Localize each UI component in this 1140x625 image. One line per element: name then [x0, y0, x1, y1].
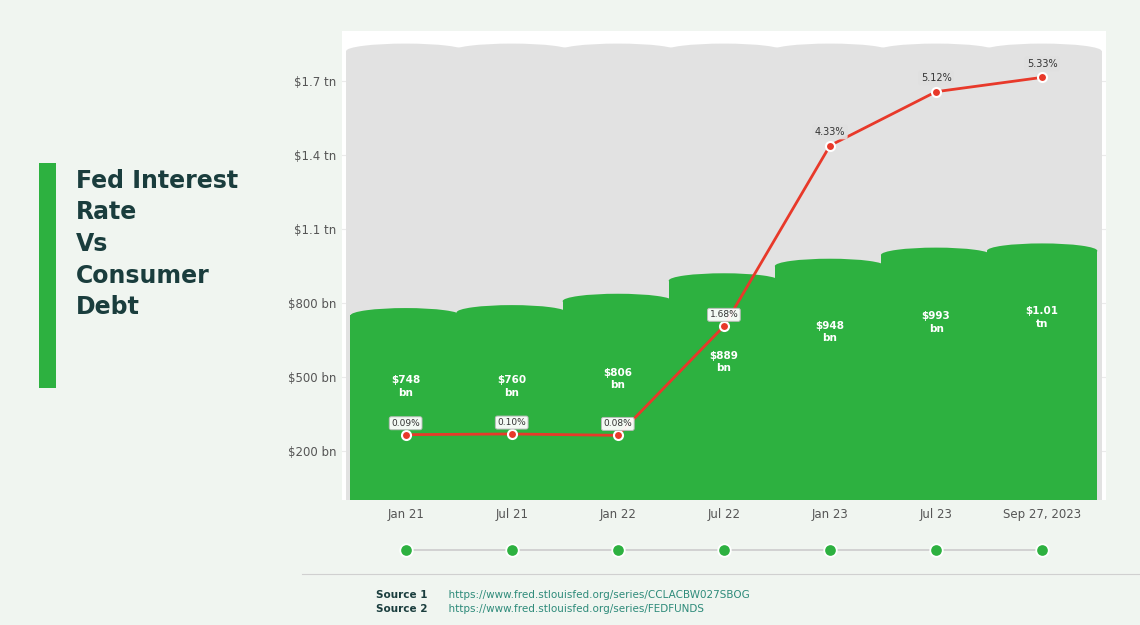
Ellipse shape — [665, 44, 783, 58]
Text: $948
bn: $948 bn — [815, 321, 845, 343]
Bar — [881, 255, 992, 500]
Ellipse shape — [347, 44, 465, 58]
Text: $760
bn: $760 bn — [497, 376, 527, 398]
Ellipse shape — [881, 248, 992, 262]
Text: $806
bn: $806 bn — [603, 368, 633, 390]
Text: 0.10%: 0.10% — [497, 418, 526, 427]
Bar — [669, 281, 779, 500]
Text: Source 2: Source 2 — [376, 604, 428, 614]
Bar — [775, 266, 885, 500]
Text: $1.01
tn: $1.01 tn — [1026, 306, 1059, 329]
Bar — [563, 301, 673, 500]
Bar — [559, 51, 677, 500]
Bar — [983, 51, 1101, 500]
Text: https://www.fred.stlouisfed.org/series/FEDFUNDS: https://www.fred.stlouisfed.org/series/F… — [442, 604, 705, 614]
Text: 5.12%: 5.12% — [921, 73, 952, 83]
Text: 1.68%: 1.68% — [709, 311, 739, 319]
Ellipse shape — [669, 273, 779, 288]
Text: Source 1: Source 1 — [376, 590, 428, 600]
Ellipse shape — [877, 44, 995, 58]
Ellipse shape — [456, 305, 567, 320]
Ellipse shape — [775, 259, 885, 274]
Ellipse shape — [771, 44, 889, 58]
Text: $993
bn: $993 bn — [922, 311, 951, 334]
Bar — [453, 51, 571, 500]
Bar — [877, 51, 995, 500]
Bar — [347, 51, 465, 500]
Ellipse shape — [983, 44, 1101, 58]
Ellipse shape — [350, 308, 461, 323]
Text: 0.08%: 0.08% — [603, 419, 633, 428]
Ellipse shape — [987, 243, 1098, 258]
Bar — [665, 51, 783, 500]
Bar — [39, 162, 56, 388]
Text: Fed Interest
Rate
Vs
Consumer
Debt: Fed Interest Rate Vs Consumer Debt — [75, 169, 237, 319]
Text: $889
bn: $889 bn — [709, 351, 739, 373]
Text: $748
bn: $748 bn — [391, 376, 421, 398]
Bar — [771, 51, 889, 500]
Bar — [350, 316, 461, 500]
Ellipse shape — [559, 44, 677, 58]
Bar — [456, 312, 567, 500]
Text: 4.33%: 4.33% — [815, 127, 845, 137]
Text: https://www.fred.stlouisfed.org/series/CCLACBW027SBOG: https://www.fred.stlouisfed.org/series/C… — [442, 590, 750, 600]
Ellipse shape — [453, 44, 571, 58]
Text: 5.33%: 5.33% — [1027, 59, 1058, 69]
Ellipse shape — [563, 294, 673, 309]
Text: 0.09%: 0.09% — [391, 419, 420, 428]
Bar — [987, 251, 1098, 500]
